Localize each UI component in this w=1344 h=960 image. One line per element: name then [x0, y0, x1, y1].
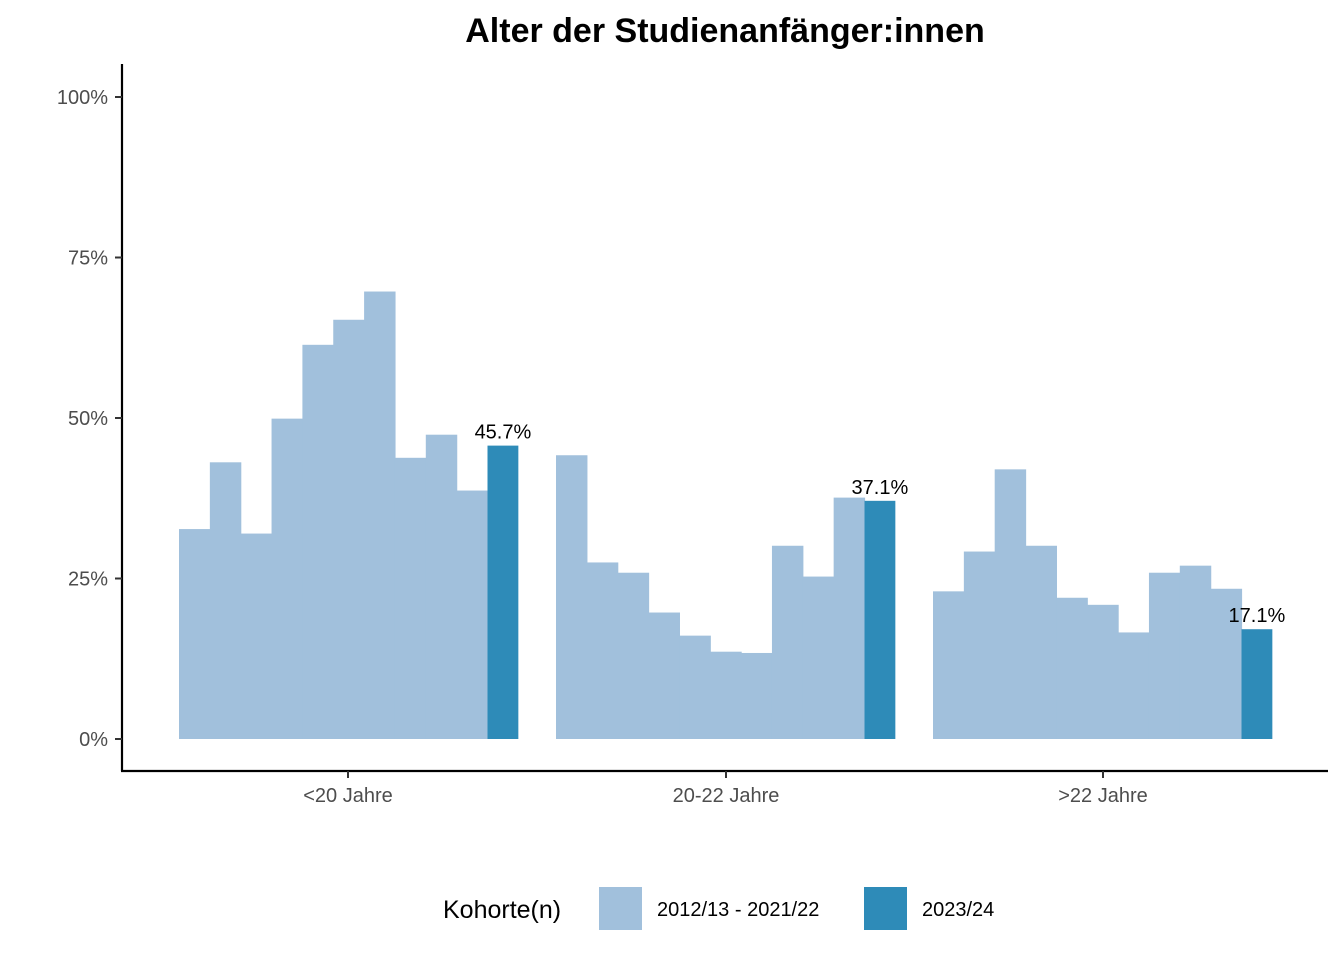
data-label: 37.1%: [852, 477, 909, 499]
bar-current: [487, 445, 519, 739]
y-tick-label: 0%: [79, 729, 108, 751]
bar-historic: [179, 529, 211, 739]
y-tick-label: 100%: [57, 87, 108, 109]
bar-historic: [648, 612, 680, 739]
bar-historic: [333, 319, 365, 739]
data-labels-layer: 45.7% 37.1% 17.1%: [475, 422, 1286, 628]
legend-swatch-current: [864, 887, 907, 930]
x-tick-label: <20 Jahre: [303, 785, 393, 807]
bar-historic: [556, 455, 588, 739]
bar-historic: [240, 533, 273, 739]
bar-historic: [1087, 604, 1119, 739]
bar-historic: [802, 576, 835, 739]
bar-historic: [364, 291, 396, 739]
bar-historic: [617, 572, 650, 739]
bar-historic: [302, 344, 334, 739]
chart-title: Alter der Studienanfänger:innen: [465, 12, 985, 50]
bar-historic: [1210, 588, 1243, 739]
bar-historic: [994, 469, 1027, 739]
x-axis: <20 Jahre 20-22 Jahre >22 Jahre: [121, 769, 1328, 807]
legend-label-historic: 2012/13 - 2021/22: [657, 899, 819, 921]
bar-historic: [771, 545, 804, 739]
bar-historic: [394, 457, 427, 739]
legend: Kohorte(n) 2012/13 - 2021/22 2023/24: [443, 887, 994, 930]
y-tick-label: 50%: [68, 408, 108, 430]
bar-historic: [1118, 632, 1150, 739]
x-tick-label: 20-22 Jahre: [673, 785, 780, 807]
bar-historic: [963, 551, 996, 739]
bars-layer: [179, 291, 1273, 739]
y-tick-label: 75%: [68, 248, 108, 270]
bar-historic: [933, 591, 965, 739]
legend-title: Kohorte(n): [443, 896, 561, 924]
bar-historic: [456, 490, 489, 739]
bar-historic: [586, 562, 619, 739]
bar-historic: [1056, 597, 1088, 739]
bar-historic: [1025, 545, 1057, 739]
bar-historic: [741, 652, 773, 739]
bar-current: [864, 500, 896, 739]
bar-historic: [1148, 572, 1181, 739]
y-tick-label: 25%: [68, 569, 108, 591]
legend-label-current: 2023/24: [922, 899, 994, 921]
bar-current: [1241, 629, 1273, 739]
bar-historic: [833, 497, 866, 739]
data-label: 17.1%: [1229, 605, 1286, 627]
data-label: 45.7%: [475, 422, 532, 444]
legend-swatch-historic: [599, 887, 642, 930]
x-tick-label: >22 Jahre: [1058, 785, 1148, 807]
bar-historic: [710, 651, 742, 739]
bar-historic: [209, 462, 242, 739]
bar-historic: [425, 434, 458, 739]
y-axis: 0% 25% 50% 75% 100%: [57, 64, 124, 771]
bar-historic: [1179, 565, 1212, 739]
bar-historic: [679, 635, 711, 739]
bar-historic: [271, 418, 303, 739]
